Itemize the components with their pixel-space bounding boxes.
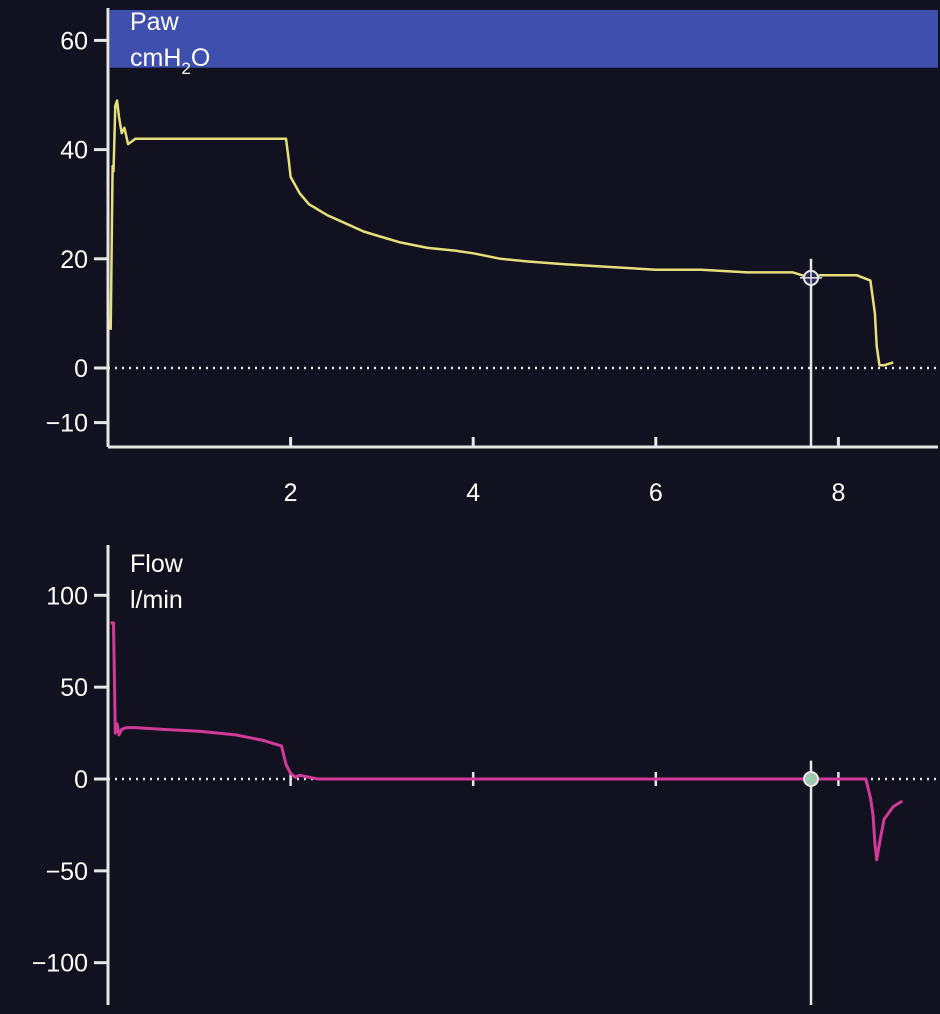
panel-label-name: Paw (130, 8, 180, 36)
pressure-panel: 60 40 20 0 −10 2 4 6 8 Paw cmH2O (46, 8, 938, 507)
x-tick-label: 4 (466, 479, 480, 507)
alarm-limit-band (110, 10, 938, 68)
x-tick-label: 2 (284, 479, 298, 507)
panel-label-unit: l/min (130, 586, 183, 614)
flow-panel: 100 50 0 −50 −100 Flow l/min (32, 545, 938, 1005)
flow-trace (111, 623, 903, 860)
x-tick-label: 8 (831, 479, 845, 507)
y-tick-label: 40 (60, 137, 88, 165)
pressure-trace (111, 101, 894, 366)
y-tick-label: −10 (46, 410, 88, 438)
y-tick-label: 0 (74, 766, 88, 794)
x-tick-label: 6 (649, 479, 663, 507)
y-tick-label: 0 (74, 355, 88, 383)
y-tick-label: 60 (60, 27, 88, 55)
panel-label-name: Flow (130, 550, 184, 578)
y-tick-label: 100 (46, 582, 88, 610)
y-tick-label: 20 (60, 246, 88, 274)
panel-label-unit: cmH2O (130, 44, 210, 78)
y-tick-label: −100 (32, 950, 88, 978)
y-tick-label: 50 (60, 674, 88, 702)
cursor-marker[interactable] (804, 772, 818, 786)
y-tick-label: −50 (46, 858, 88, 886)
